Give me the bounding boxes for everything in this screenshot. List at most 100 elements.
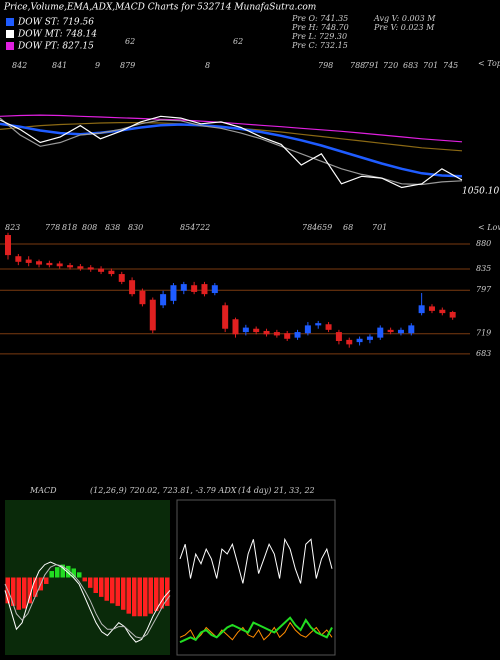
annotation: 838	[105, 223, 120, 232]
candle-body	[56, 263, 63, 267]
y-tick-label: 797	[476, 285, 492, 294]
candle-body	[67, 265, 74, 268]
candle-body	[98, 268, 105, 272]
histogram-bar	[55, 567, 60, 578]
candle-body	[25, 259, 32, 263]
candle-body	[15, 256, 22, 262]
candle-body	[211, 285, 218, 294]
candle-body	[263, 330, 270, 335]
annotation: 791	[364, 61, 379, 70]
legend-swatch	[6, 18, 14, 26]
annotation: 879	[120, 61, 135, 70]
candle-body	[191, 285, 198, 292]
histogram-bar	[137, 577, 142, 617]
histogram-bar	[60, 564, 65, 578]
annotation: 854	[180, 223, 195, 232]
y-tick-label: 719	[476, 329, 491, 338]
stat: Pre O: 741.35	[291, 14, 348, 23]
histogram-bar	[44, 577, 49, 584]
candle-body	[129, 280, 136, 295]
legend-swatch	[6, 42, 14, 50]
annotation: 62	[233, 37, 243, 46]
candle-body	[222, 305, 229, 329]
series-line	[4, 564, 171, 639]
panel-bg	[176, 499, 336, 656]
candle-body	[170, 285, 177, 301]
candle-body	[304, 325, 311, 334]
annotation: 778	[45, 223, 60, 232]
candle-body	[273, 332, 280, 336]
stat: Avg V: 0.003 M	[373, 14, 436, 23]
annotation: 701	[423, 61, 438, 70]
y-tick-label: 835	[476, 264, 491, 273]
candle-body	[377, 327, 384, 338]
stat: Pre H: 748.70	[291, 23, 349, 32]
histogram-bar	[88, 577, 93, 588]
side-label: < Lows	[478, 223, 500, 232]
legend-label: DOW PT: 827.15	[17, 42, 94, 52]
side-label: < Tops	[478, 59, 500, 68]
histogram-bar	[49, 571, 54, 578]
annotation: 8	[205, 61, 210, 70]
histogram-bar	[66, 565, 71, 578]
stat: Pre C: 732.15	[291, 41, 348, 50]
panel-bg	[5, 500, 170, 655]
histogram-bar	[126, 577, 131, 614]
candle-body	[418, 305, 425, 314]
histogram-bar	[121, 577, 126, 610]
y-tick-label: 683	[476, 349, 491, 358]
annotation: 823	[5, 223, 20, 232]
chart-title: Price,Volume,EMA,ADX,MACD Charts for 532…	[3, 3, 316, 13]
annotation: 68	[343, 223, 353, 232]
annotation: 62	[125, 37, 135, 46]
histogram-bar	[115, 577, 120, 606]
candle-body	[232, 319, 239, 335]
candle-body	[325, 324, 332, 330]
candle-body	[160, 294, 167, 306]
annotation: 830	[128, 223, 143, 232]
candle-body	[149, 299, 156, 331]
annotation: 683	[403, 61, 418, 70]
y-tick-label: 880	[476, 239, 491, 248]
histogram-bar	[110, 577, 115, 604]
histogram-bar	[27, 577, 32, 604]
y-tick-label: 1050.10	[462, 187, 499, 197]
candle-body	[449, 311, 456, 318]
series-line	[0, 115, 463, 189]
annotation: 798	[318, 61, 333, 70]
candle-body	[36, 261, 43, 265]
candle-body	[428, 306, 435, 311]
candle-body	[180, 284, 187, 291]
candle-body	[77, 266, 84, 269]
annotation: 659	[317, 223, 332, 232]
candle-body	[87, 267, 94, 270]
annotation: 9	[95, 61, 100, 70]
stat: Pre V: 0.023 M	[373, 23, 435, 32]
candle-body	[397, 329, 404, 334]
histogram-bar	[82, 577, 87, 582]
candle-body	[108, 270, 115, 275]
candle-body	[46, 262, 53, 266]
candle-body	[366, 336, 373, 340]
candle-body	[201, 284, 208, 295]
annotation: 701	[372, 223, 387, 232]
series-line	[179, 621, 333, 641]
histogram-bar	[143, 577, 148, 617]
annotation: 745	[443, 61, 458, 70]
series-line	[179, 616, 333, 644]
series-line	[0, 122, 463, 178]
annotation: 818	[62, 223, 77, 232]
histogram-bar	[77, 572, 82, 578]
histogram-bar	[104, 577, 109, 601]
candle-body	[294, 332, 301, 338]
candle-body	[284, 333, 291, 339]
legend-label: DOW MT: 748.14	[17, 30, 97, 40]
histogram-bar	[165, 577, 170, 606]
candle-body	[356, 338, 363, 343]
candle-body	[253, 328, 260, 333]
annotation: 722	[195, 223, 210, 232]
candle-body	[5, 235, 11, 256]
candle-body	[335, 332, 342, 341]
annotation: 841	[52, 61, 67, 70]
